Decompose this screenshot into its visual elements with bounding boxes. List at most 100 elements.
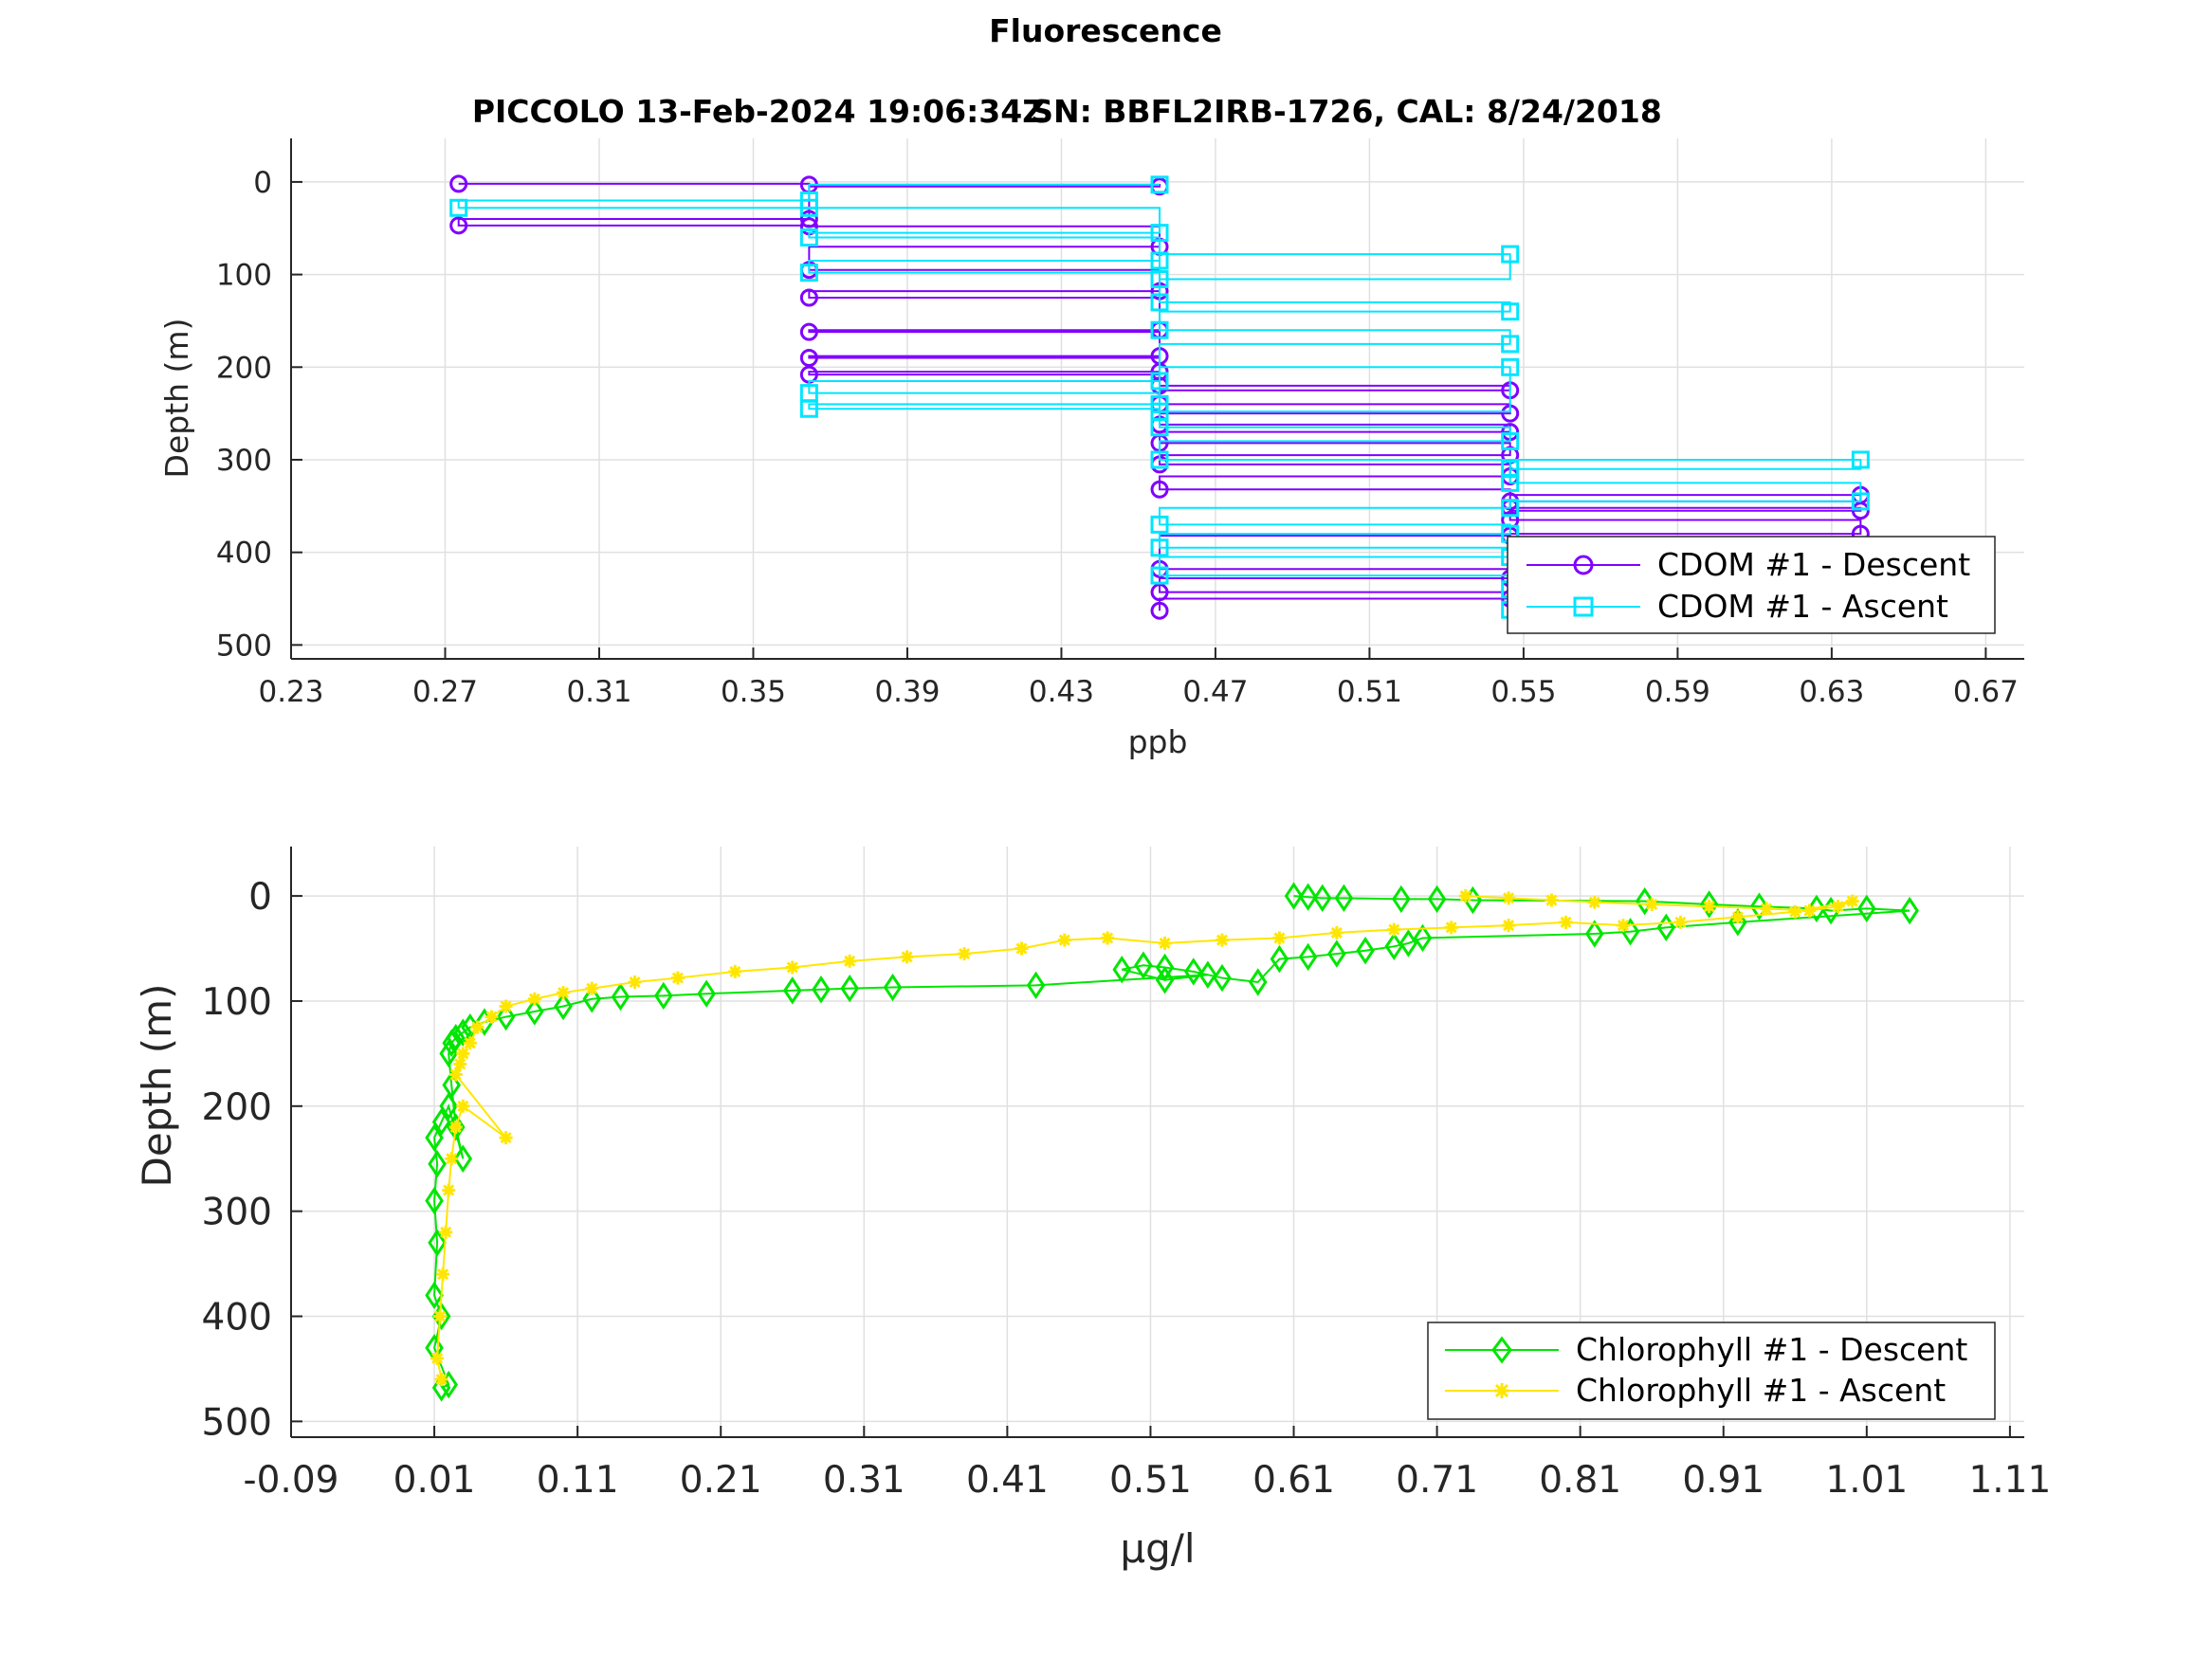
chl-series-1-point bbox=[1329, 925, 1344, 939]
chl-series-1-point bbox=[430, 1351, 445, 1365]
chlorophyll-axes: -0.09 0.01 0.11 0.21 0.31 0.41 0.51 0.61 0.71 0.8… bbox=[134, 847, 2051, 1572]
cdom-series-1-point bbox=[1150, 224, 1169, 243]
chl-series-0-line bbox=[433, 895, 1910, 1389]
chl-series-0-point bbox=[1398, 929, 1418, 957]
chl-series-0-point bbox=[1584, 920, 1604, 948]
figure-title: Fluorescence bbox=[989, 12, 1222, 49]
chl-series-0-point bbox=[439, 1092, 458, 1121]
chl-series-1-point bbox=[1559, 915, 1573, 929]
chl-x-axis-label: μg/l bbox=[1120, 1525, 1195, 1572]
chl-x-tick-label: 1.01 bbox=[1825, 1459, 1908, 1502]
cdom-series-0-point bbox=[449, 216, 468, 235]
chl-series-0-point bbox=[453, 1144, 473, 1173]
cdom-series-1-point bbox=[1150, 293, 1169, 312]
cdom-series-1-point bbox=[1150, 320, 1169, 339]
chl-series-1-line bbox=[436, 895, 1854, 1380]
cdom-series-0-point bbox=[799, 210, 818, 228]
chl-y-tick-label: 300 bbox=[202, 1192, 272, 1234]
chl-x-tick-label: 0.91 bbox=[1682, 1459, 1764, 1502]
chl-x-tick-label: 0.51 bbox=[1109, 1459, 1192, 1502]
chl-y-axis-label: Depth (m) bbox=[134, 984, 180, 1188]
chl-series-0-point bbox=[1356, 937, 1375, 965]
chl-series-1-point bbox=[1057, 933, 1071, 947]
chl-series-0-point bbox=[1334, 884, 1354, 913]
chl-series-0-point bbox=[1284, 882, 1304, 910]
cdom-series-1-point bbox=[1501, 473, 1520, 492]
chl-series-0-point bbox=[1155, 953, 1175, 982]
chl-series-1-point bbox=[433, 1309, 448, 1323]
chl-axis-lines bbox=[290, 847, 2024, 1438]
chl-series-0-point bbox=[1112, 955, 1132, 984]
chl-series-1-point bbox=[1545, 893, 1559, 907]
chl-series-0-point bbox=[1298, 883, 1318, 911]
cdom-y-axis-label: Depth (m) bbox=[158, 319, 195, 479]
chl-y-tick-label: 100 bbox=[202, 981, 272, 1024]
cdom-x-tick-label: 0.23 bbox=[258, 675, 323, 709]
cdom-y-tick-label: 0 bbox=[253, 166, 272, 200]
chl-series-0-point bbox=[1312, 884, 1332, 913]
chl-series-0-point bbox=[782, 976, 802, 1005]
cdom-x-tick-label: 0.67 bbox=[1953, 675, 2019, 709]
chl-series-0-point bbox=[582, 985, 602, 1013]
cdom-series-1-point bbox=[1150, 251, 1169, 270]
chl-series-0-point bbox=[425, 1123, 444, 1152]
cdom-series-1-point bbox=[1501, 302, 1520, 321]
chl-series-1-point bbox=[1272, 931, 1287, 945]
chl-series-0-point bbox=[1427, 884, 1447, 914]
chl-series-1-point bbox=[1760, 902, 1774, 916]
cdom-series-1-point bbox=[1501, 245, 1520, 264]
chl-series-1-point bbox=[499, 999, 513, 1013]
chl-series-1-point bbox=[1502, 919, 1516, 933]
cdom-series-1-point bbox=[1150, 372, 1169, 391]
cdom-axes: 0.23 0.27 0.31 0.35 0.39 0.43 0.47 0.51 0.55 0.59… bbox=[158, 138, 2024, 760]
cdom-series-1-point bbox=[1501, 357, 1520, 376]
cdom-series-0-point bbox=[1851, 501, 1870, 520]
chl-series-1-point bbox=[439, 1225, 453, 1239]
chl-series-1-point bbox=[1502, 891, 1516, 905]
chl-series-1-point bbox=[527, 992, 541, 1006]
cdom-series-1-point bbox=[449, 198, 468, 217]
cdom-series-1-point bbox=[1851, 450, 1870, 469]
chl-series-0-point bbox=[812, 975, 831, 1004]
cdom-series-1-point bbox=[1150, 418, 1169, 437]
chl-series-1-point bbox=[628, 975, 642, 989]
chl-series bbox=[425, 882, 1919, 1402]
chl-series-0-point bbox=[840, 974, 859, 1003]
chl-series-0-point bbox=[883, 973, 903, 1002]
chl-series-1-point bbox=[1015, 941, 1029, 956]
cdom-tick-labels: 0.23 0.27 0.31 0.35 0.39 0.43 0.47 0.51 0.55 0.59… bbox=[216, 166, 2019, 709]
chl-series-1-point bbox=[1673, 915, 1688, 929]
cdom-x-axis-label: ppb bbox=[1128, 723, 1188, 760]
cdom-x-tick-label: 0.27 bbox=[412, 675, 478, 709]
chl-x-tick-label: 0.11 bbox=[537, 1459, 619, 1502]
chl-series-0-point bbox=[496, 1002, 516, 1031]
chl-series-0-point bbox=[611, 982, 631, 1012]
chl-series-0-point bbox=[1413, 923, 1433, 953]
chl-series-0-point bbox=[653, 981, 673, 1011]
cdom-x-tick-label: 0.39 bbox=[874, 675, 940, 709]
chl-series-0-point bbox=[442, 1029, 462, 1058]
cdom-legend-label-ascent: CDOM #1 - Ascent bbox=[1657, 588, 1948, 625]
cdom-series-0-line bbox=[457, 182, 1862, 611]
chl-series-1-point bbox=[456, 1099, 470, 1113]
chl-series-0-point bbox=[1155, 966, 1175, 994]
cdom-series-0-point bbox=[1150, 583, 1169, 602]
chl-series-0-point bbox=[1270, 944, 1289, 974]
chl-series-0-point bbox=[554, 992, 573, 1021]
chl-series-0-point bbox=[1183, 957, 1203, 986]
cdom-y-tick-label: 500 bbox=[216, 629, 272, 663]
chl-series-1-point bbox=[1444, 921, 1458, 935]
cdom-legend-marker-ascent bbox=[1573, 596, 1594, 617]
chl-series-1-point bbox=[436, 1267, 450, 1282]
cdom-series-1-point bbox=[1150, 566, 1169, 585]
cdom-series-1-point bbox=[799, 399, 818, 418]
chl-x-tick-label: -0.09 bbox=[244, 1459, 339, 1502]
chl-series-1-point bbox=[1215, 933, 1229, 947]
cdom-series-1-point bbox=[799, 264, 818, 283]
chl-series-1-point bbox=[958, 947, 972, 961]
chl-series-1-point bbox=[499, 1131, 513, 1145]
chl-series-0-point bbox=[425, 1281, 444, 1310]
cdom-series-1-point bbox=[1501, 431, 1520, 450]
chl-series-1-point bbox=[484, 1010, 499, 1024]
